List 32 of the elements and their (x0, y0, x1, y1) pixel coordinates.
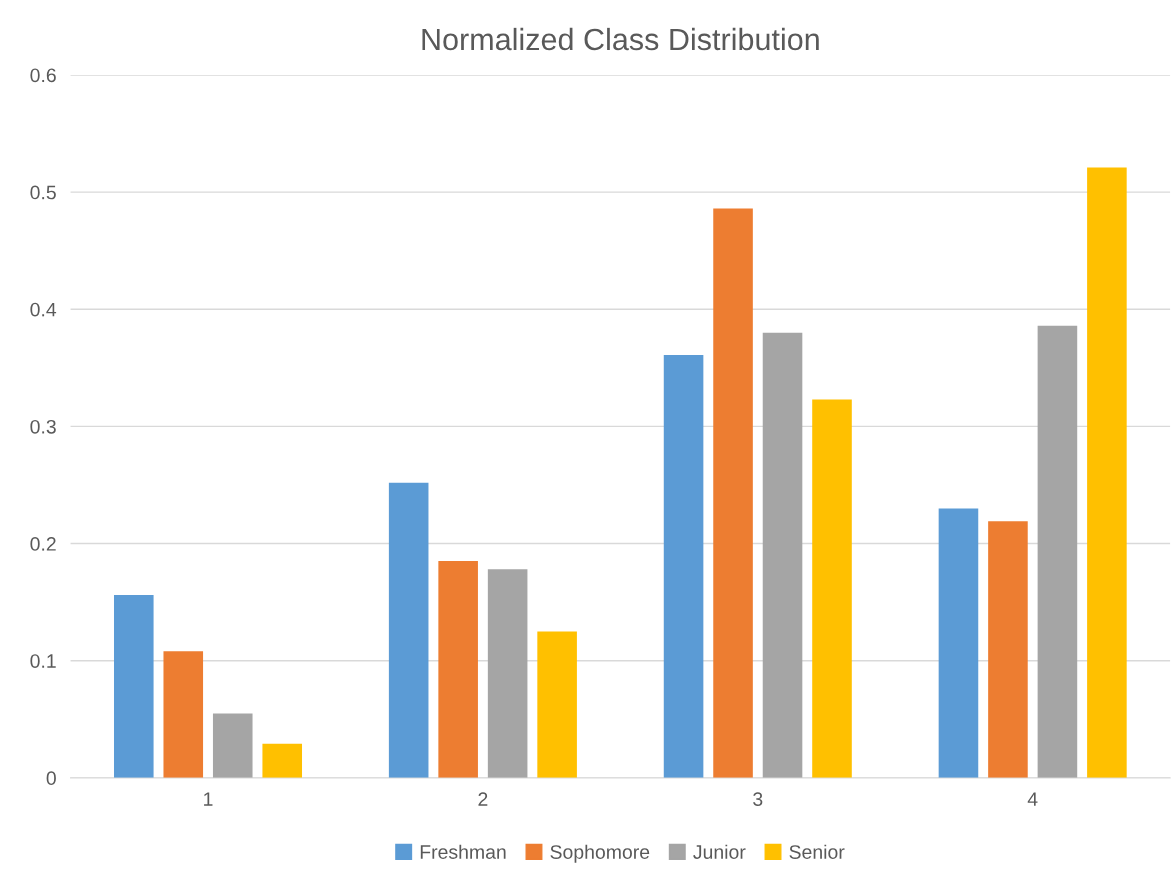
bar (212, 713, 253, 778)
legend-label: Sophomore (550, 844, 650, 863)
x-tick-label: 1 (204, 792, 213, 806)
y-tick-label: 0.4 (30, 302, 57, 317)
bar (487, 569, 528, 778)
y-tick-label: 0.1 (30, 654, 56, 668)
bar (1037, 325, 1078, 778)
y-tick-label: 0.6 (30, 68, 56, 83)
bar (262, 743, 303, 778)
bar (988, 521, 1028, 778)
y-tick-label: 0.3 (30, 419, 56, 434)
x-tick-label: 2 (478, 792, 488, 806)
bar (163, 651, 204, 778)
y-tick-label: 0.5 (30, 185, 56, 200)
y-tick-label: 0.2 (30, 537, 56, 551)
bar (1087, 167, 1127, 778)
bar (762, 332, 803, 778)
bar (438, 561, 478, 778)
bar (713, 208, 753, 778)
chart-title: Normalized Class Distribution (422, 27, 819, 51)
legend-label: Senior (789, 844, 845, 859)
bar (388, 482, 429, 778)
bar (113, 595, 154, 778)
x-tick-label: 3 (753, 792, 763, 806)
legend-label: Junior (693, 844, 746, 859)
bar (938, 508, 979, 778)
bar (812, 399, 852, 778)
x-tick-label: 4 (1027, 792, 1038, 806)
bar (663, 354, 704, 778)
legend-label: Freshman (420, 844, 506, 859)
bar (537, 631, 577, 778)
y-tick-label: 0 (46, 771, 56, 786)
